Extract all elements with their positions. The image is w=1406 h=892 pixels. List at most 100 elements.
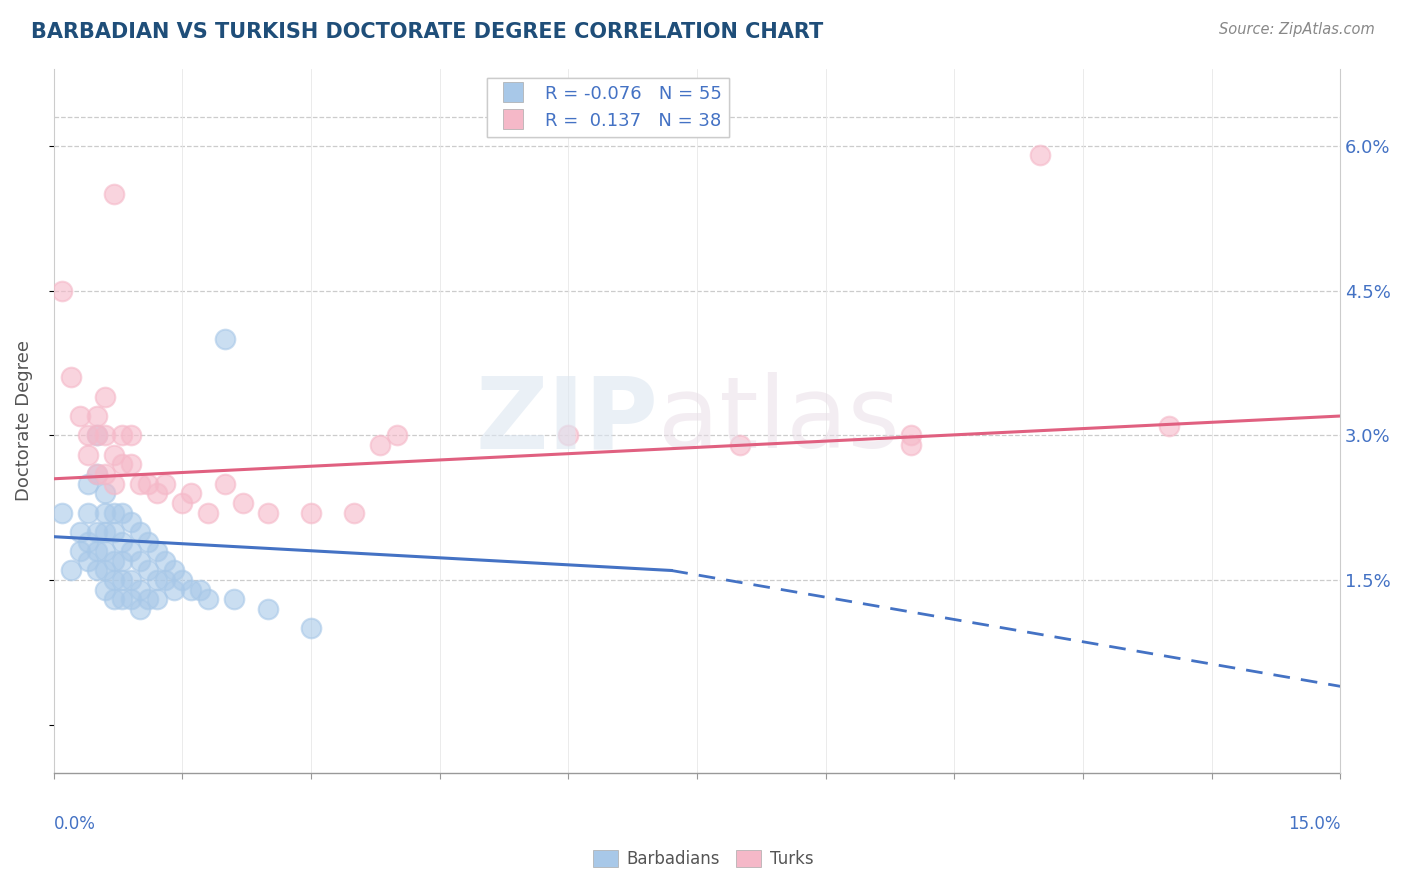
Point	[59, 564, 82, 578]
Point	[86, 544, 108, 558]
Legend: Barbadians, Turks: Barbadians, Turks	[586, 843, 820, 875]
Point	[51, 506, 73, 520]
Point	[385, 428, 408, 442]
Point	[136, 564, 159, 578]
Point	[145, 592, 167, 607]
Point	[120, 515, 142, 529]
Point	[111, 554, 134, 568]
Point	[111, 428, 134, 442]
Point	[86, 409, 108, 423]
Text: BARBADIAN VS TURKISH DOCTORATE DEGREE CORRELATION CHART: BARBADIAN VS TURKISH DOCTORATE DEGREE CO…	[31, 22, 823, 42]
Text: ZIP: ZIP	[475, 372, 658, 469]
Point	[103, 448, 125, 462]
Point	[77, 428, 100, 442]
Point	[103, 476, 125, 491]
Point	[77, 506, 100, 520]
Point	[172, 496, 194, 510]
Point	[94, 506, 117, 520]
Point	[94, 428, 117, 442]
Point	[120, 544, 142, 558]
Point	[103, 592, 125, 607]
Point	[120, 458, 142, 472]
Point	[155, 476, 177, 491]
Point	[77, 448, 100, 462]
Point	[94, 390, 117, 404]
Point	[197, 506, 219, 520]
Point	[1029, 148, 1052, 162]
Point	[69, 544, 91, 558]
Y-axis label: Doctorate Degree: Doctorate Degree	[15, 341, 32, 501]
Text: atlas: atlas	[658, 372, 900, 469]
Point	[120, 573, 142, 587]
Point	[77, 534, 100, 549]
Point	[120, 428, 142, 442]
Point	[1157, 418, 1180, 433]
Point	[145, 573, 167, 587]
Text: 15.0%: 15.0%	[1288, 815, 1340, 833]
Point	[728, 438, 751, 452]
Point	[86, 467, 108, 481]
Point	[103, 506, 125, 520]
Point	[94, 486, 117, 500]
Text: 0.0%: 0.0%	[53, 815, 96, 833]
Point	[103, 186, 125, 201]
Point	[145, 486, 167, 500]
Point	[188, 582, 211, 597]
Point	[120, 592, 142, 607]
Point	[343, 506, 366, 520]
Point	[155, 554, 177, 568]
Point	[128, 524, 150, 539]
Point	[128, 554, 150, 568]
Point	[128, 476, 150, 491]
Point	[111, 506, 134, 520]
Point	[111, 573, 134, 587]
Point	[257, 506, 280, 520]
Point	[128, 602, 150, 616]
Point	[103, 573, 125, 587]
Point	[86, 428, 108, 442]
Point	[231, 496, 253, 510]
Point	[86, 467, 108, 481]
Point	[128, 582, 150, 597]
Point	[214, 476, 236, 491]
Point	[103, 524, 125, 539]
Point	[180, 582, 202, 597]
Point	[86, 524, 108, 539]
Point	[163, 582, 186, 597]
Point	[900, 428, 922, 442]
Point	[172, 573, 194, 587]
Point	[111, 534, 134, 549]
Point	[94, 582, 117, 597]
Point	[86, 564, 108, 578]
Point	[155, 573, 177, 587]
Point	[222, 592, 245, 607]
Point	[94, 467, 117, 481]
Point	[180, 486, 202, 500]
Point	[69, 409, 91, 423]
Point	[257, 602, 280, 616]
Point	[86, 428, 108, 442]
Point	[557, 428, 579, 442]
Point	[94, 544, 117, 558]
Text: Source: ZipAtlas.com: Source: ZipAtlas.com	[1219, 22, 1375, 37]
Point	[299, 506, 322, 520]
Point	[94, 524, 117, 539]
Point	[214, 332, 236, 346]
Point	[69, 524, 91, 539]
Point	[111, 458, 134, 472]
Point	[103, 554, 125, 568]
Point	[900, 438, 922, 452]
Point	[59, 370, 82, 384]
Point	[77, 554, 100, 568]
Point	[368, 438, 391, 452]
Point	[77, 476, 100, 491]
Point	[299, 621, 322, 635]
Point	[136, 592, 159, 607]
Point	[51, 284, 73, 298]
Point	[111, 592, 134, 607]
Point	[163, 564, 186, 578]
Legend: R = -0.076   N = 55, R =  0.137   N = 38: R = -0.076 N = 55, R = 0.137 N = 38	[488, 78, 730, 137]
Point	[94, 564, 117, 578]
Point	[197, 592, 219, 607]
Point	[136, 534, 159, 549]
